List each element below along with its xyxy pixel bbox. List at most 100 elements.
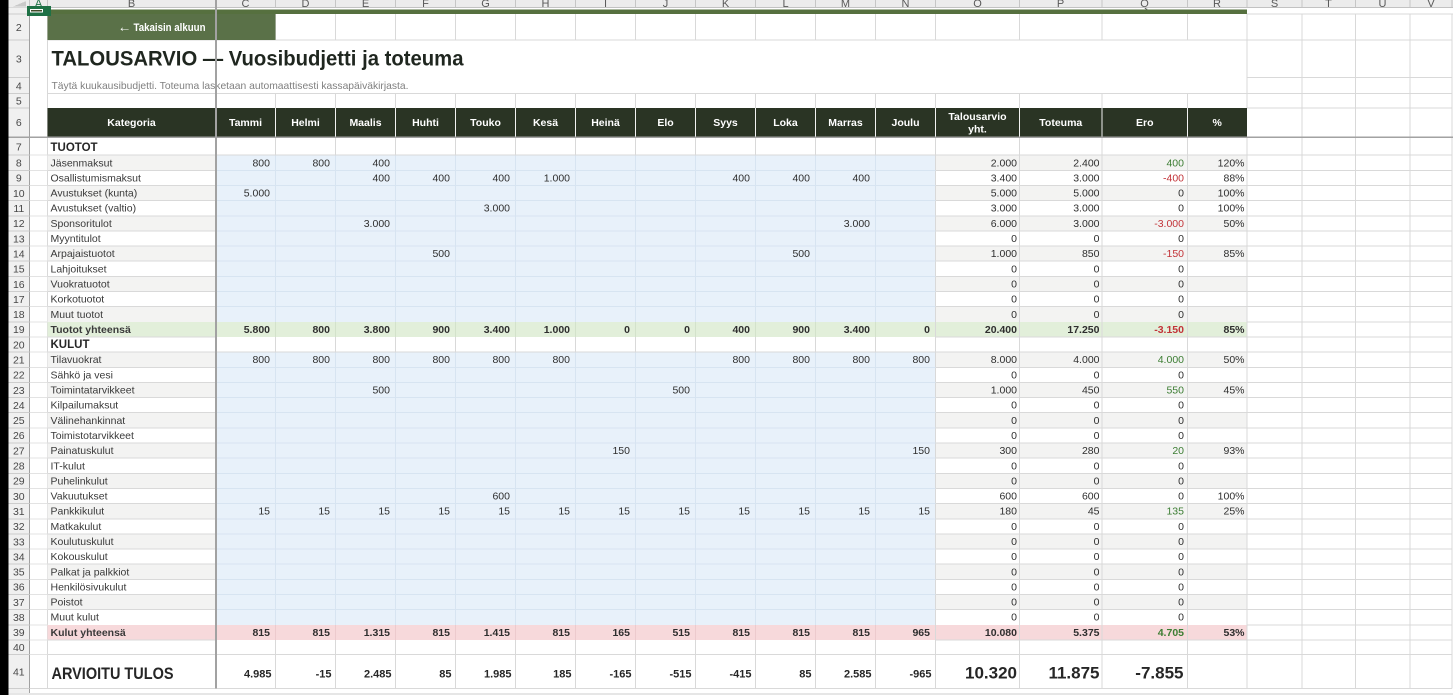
svg-text:TALOUSARVIO — Vuosibudjetti ja: TALOUSARVIO — Vuosibudjetti ja toteuma <box>52 46 465 70</box>
svg-text:15: 15 <box>798 506 810 518</box>
svg-text:Jäsenmaksut: Jäsenmaksut <box>51 157 113 169</box>
svg-text:0: 0 <box>1178 294 1184 306</box>
svg-text:25: 25 <box>13 415 25 427</box>
svg-text:450: 450 <box>1082 385 1100 397</box>
svg-text:815: 815 <box>792 627 810 639</box>
svg-text:U: U <box>1379 0 1387 10</box>
svg-text:Muut tuotot: Muut tuotot <box>51 309 104 321</box>
svg-text:V: V <box>1427 0 1435 10</box>
svg-text:Toteuma: Toteuma <box>1039 117 1082 129</box>
svg-text:0: 0 <box>1094 460 1100 472</box>
svg-text:10.080: 10.080 <box>985 627 1017 639</box>
svg-text:0: 0 <box>624 324 630 336</box>
svg-text:0: 0 <box>1094 581 1100 593</box>
svg-text:-165: -165 <box>609 669 631 681</box>
svg-text:Lahjoitukset: Lahjoitukset <box>51 263 107 275</box>
svg-text:0: 0 <box>1178 203 1184 215</box>
svg-text:400: 400 <box>372 172 390 184</box>
svg-text:Kategoria: Kategoria <box>107 117 156 129</box>
svg-text:900: 900 <box>792 324 810 336</box>
svg-text:41: 41 <box>13 666 25 678</box>
svg-text:Tilavuokrat: Tilavuokrat <box>51 354 102 366</box>
svg-text:0: 0 <box>1178 491 1184 503</box>
svg-text:0: 0 <box>1011 369 1017 381</box>
svg-text:15: 15 <box>498 506 510 518</box>
svg-text:0: 0 <box>1178 279 1184 291</box>
svg-text:Kulut yhteensä: Kulut yhteensä <box>51 627 126 639</box>
svg-text:P: P <box>1057 0 1064 10</box>
svg-text:3.000: 3.000 <box>991 203 1017 215</box>
svg-text:34: 34 <box>13 551 25 563</box>
svg-text:3.000: 3.000 <box>1073 218 1099 230</box>
svg-text:50%: 50% <box>1223 354 1244 366</box>
svg-text:0: 0 <box>1094 369 1100 381</box>
svg-text:TUOTOT: TUOTOT <box>51 142 98 154</box>
svg-text:0: 0 <box>1178 430 1184 442</box>
svg-text:0: 0 <box>1178 475 1184 487</box>
svg-text:2: 2 <box>16 22 22 34</box>
svg-text:500: 500 <box>432 248 450 260</box>
svg-text:850: 850 <box>1082 248 1100 260</box>
svg-text:Joulu: Joulu <box>892 117 920 129</box>
svg-text:5.000: 5.000 <box>1073 188 1099 200</box>
svg-text:0: 0 <box>1178 369 1184 381</box>
svg-text:600: 600 <box>999 491 1017 503</box>
svg-text:0: 0 <box>1178 581 1184 593</box>
svg-text:20: 20 <box>1172 445 1184 457</box>
svg-text:Poistot: Poistot <box>51 597 83 609</box>
svg-text:0: 0 <box>1178 400 1184 412</box>
svg-text:3.400: 3.400 <box>484 324 510 336</box>
svg-text:28: 28 <box>13 461 25 473</box>
svg-text:800: 800 <box>252 157 270 169</box>
svg-text:7: 7 <box>16 142 22 154</box>
svg-text:1.000: 1.000 <box>544 324 570 336</box>
svg-text:0: 0 <box>1094 263 1100 275</box>
svg-text:800: 800 <box>312 354 330 366</box>
svg-text:400: 400 <box>792 172 810 184</box>
svg-text:85: 85 <box>799 669 811 681</box>
svg-text:15: 15 <box>858 506 870 518</box>
svg-text:Ero: Ero <box>1136 117 1154 129</box>
svg-text:815: 815 <box>312 627 330 639</box>
svg-text:0: 0 <box>1011 400 1017 412</box>
svg-text:0: 0 <box>1178 233 1184 245</box>
svg-text:5.000: 5.000 <box>991 188 1017 200</box>
svg-text:10.320: 10.320 <box>965 664 1017 683</box>
svg-text:800: 800 <box>552 354 570 366</box>
svg-text:23: 23 <box>13 385 25 397</box>
svg-text:800: 800 <box>732 354 750 366</box>
svg-text:800: 800 <box>432 354 450 366</box>
svg-text:8: 8 <box>16 158 22 170</box>
svg-text:85: 85 <box>439 669 451 681</box>
svg-text:0: 0 <box>1094 536 1100 548</box>
svg-text:400: 400 <box>1166 157 1184 169</box>
svg-text:1.000: 1.000 <box>991 248 1017 260</box>
svg-text:4.000: 4.000 <box>1158 354 1184 366</box>
svg-text:N: N <box>902 0 910 10</box>
svg-text:-965: -965 <box>909 669 931 681</box>
svg-text:E: E <box>362 0 369 10</box>
svg-text:2.400: 2.400 <box>1073 157 1099 169</box>
svg-text:Muut kulut: Muut kulut <box>51 612 100 624</box>
svg-text:800: 800 <box>792 354 810 366</box>
svg-text:0: 0 <box>1011 309 1017 321</box>
svg-text:Toimintatarvikkeet: Toimintatarvikkeet <box>51 385 135 397</box>
svg-text:J: J <box>663 0 669 10</box>
svg-text:Q: Q <box>1140 0 1149 10</box>
svg-text:22: 22 <box>13 370 25 382</box>
svg-text:2.585: 2.585 <box>844 669 872 681</box>
svg-text:100%: 100% <box>1218 203 1245 215</box>
svg-text:0: 0 <box>1178 309 1184 321</box>
svg-text:Pankkikulut: Pankkikulut <box>51 506 105 518</box>
svg-text:3.000: 3.000 <box>484 203 510 215</box>
svg-text:0: 0 <box>684 324 690 336</box>
svg-text:185: 185 <box>553 669 571 681</box>
svg-text:Syys: Syys <box>713 117 738 129</box>
svg-text:0: 0 <box>1011 566 1017 578</box>
svg-text:37: 37 <box>13 597 25 609</box>
svg-text:550: 550 <box>1166 385 1184 397</box>
svg-text:800: 800 <box>312 324 330 336</box>
svg-text:0: 0 <box>1094 294 1100 306</box>
svg-text:600: 600 <box>1082 491 1100 503</box>
svg-text:0: 0 <box>1094 233 1100 245</box>
